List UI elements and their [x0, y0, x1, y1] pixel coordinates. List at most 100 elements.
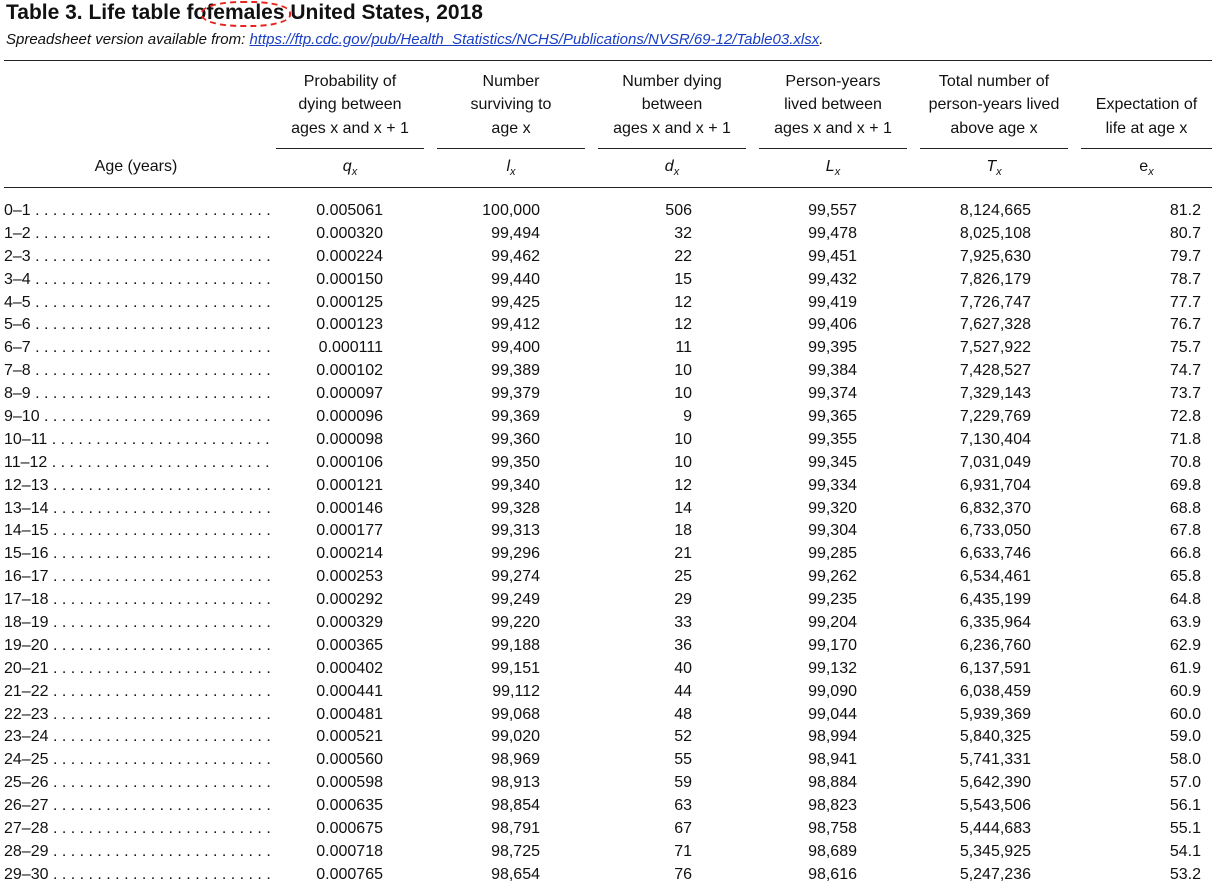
cell-Lx: 99,395 — [808, 339, 857, 357]
table-row: 3–4 0.000150 99,440 15 99,432 7,826,179 78.7 — [0, 269, 1212, 292]
top-rule — [4, 60, 1212, 61]
col-header-dx: Number dying between ages x and x + 1 — [613, 72, 731, 137]
cell-dx: 14 — [674, 499, 692, 517]
age-cell: 8–9 — [4, 383, 272, 406]
cell-dx: 55 — [674, 751, 692, 769]
cell-Lx: 99,044 — [808, 705, 857, 723]
cell-qx: 0.000598 — [316, 774, 383, 792]
cell-dx: 76 — [674, 865, 692, 883]
table-row: 9–10 0.000096 99,369 9 99,365 7,229,769 72.8 — [0, 406, 1212, 429]
cell-Tx: 6,931,704 — [959, 476, 1031, 494]
cell-dx: 10 — [674, 385, 692, 403]
cell-dx: 22 — [674, 247, 692, 265]
cell-lx: 99,494 — [491, 224, 540, 242]
cell-qx: 0.000329 — [316, 614, 383, 632]
cell-qx: 0.000123 — [316, 316, 383, 334]
cell-Tx: 6,435,199 — [959, 591, 1031, 609]
cell-qx: 0.000214 — [316, 545, 383, 563]
cell-Tx: 5,247,236 — [959, 865, 1031, 883]
table-row: 8–9 0.000097 99,379 10 99,374 7,329,143 73.7 — [0, 383, 1212, 406]
table-row: 7–8 0.000102 99,389 10 99,384 7,428,527 74.7 — [0, 360, 1212, 383]
table-row: 25–26 0.000598 98,913 59 98,884 5,642,390 57.0 — [0, 772, 1212, 795]
header-underline-Lx — [759, 148, 907, 149]
spreadsheet-link[interactable]: https://ftp.cdc.gov/pub/Health_Statistic… — [249, 31, 820, 48]
cell-ex: 70.8 — [1169, 453, 1201, 471]
cell-dx: 40 — [674, 659, 692, 677]
cell-Tx: 5,543,506 — [959, 797, 1031, 815]
cell-Tx: 5,444,683 — [959, 820, 1031, 838]
cell-qx: 0.000675 — [316, 820, 383, 838]
table-row: 12–13 0.000121 99,340 12 99,334 6,931,704 69.8 — [0, 475, 1212, 498]
cell-ex: 55.1 — [1169, 820, 1201, 838]
age-cell: 0–1 — [4, 200, 272, 223]
cell-Tx: 6,038,459 — [959, 682, 1031, 700]
cell-lx: 99,379 — [491, 385, 540, 403]
cell-Lx: 98,941 — [808, 751, 857, 769]
cell-dx: 63 — [674, 797, 692, 815]
cell-qx: 0.005061 — [316, 202, 383, 219]
cell-qx: 0.000365 — [316, 636, 383, 654]
age-cell: 12–13 — [4, 475, 272, 498]
cell-lx: 99,151 — [491, 659, 540, 677]
cell-lx: 98,913 — [491, 774, 540, 792]
cell-Tx: 7,329,143 — [959, 385, 1031, 403]
age-cell: 23–24 — [4, 726, 272, 749]
cell-dx: 9 — [683, 408, 692, 426]
cell-dx: 10 — [674, 430, 692, 448]
cell-Tx: 6,137,591 — [959, 659, 1031, 677]
cell-lx: 99,340 — [491, 476, 540, 494]
symbol-Tx: Tx — [986, 158, 1002, 179]
cell-dx: 71 — [674, 842, 692, 860]
cell-ex: 61.9 — [1169, 659, 1201, 677]
cell-qx: 0.000765 — [316, 865, 383, 883]
cell-qx: 0.000106 — [316, 453, 383, 471]
age-cell: 6–7 — [4, 337, 272, 360]
age-cell: 16–17 — [4, 566, 272, 589]
cell-Tx: 5,741,331 — [959, 751, 1031, 769]
cell-lx: 99,425 — [491, 293, 540, 311]
cell-dx: 21 — [674, 545, 692, 563]
cell-Tx: 6,733,050 — [959, 522, 1031, 540]
subtitle-suffix: . — [819, 31, 824, 48]
cell-ex: 81.2 — [1169, 202, 1201, 219]
cell-lx: 98,725 — [491, 842, 540, 860]
cell-Lx: 98,823 — [808, 797, 857, 815]
cell-Tx: 7,527,922 — [959, 339, 1031, 357]
table-row: 20–21 0.000402 99,151 40 99,132 6,137,591 61.9 — [0, 658, 1212, 681]
table-row: 6–7 0.000111 99,400 11 99,395 7,527,922 75.7 — [0, 337, 1212, 360]
cell-qx: 0.000097 — [316, 385, 383, 403]
header-underline-ex — [1081, 148, 1212, 149]
age-cell: 21–22 — [4, 681, 272, 704]
cell-qx: 0.000150 — [316, 270, 383, 288]
header-underline-lx — [437, 148, 585, 149]
cell-lx: 99,296 — [491, 545, 540, 563]
cell-Lx: 98,758 — [808, 820, 857, 838]
cell-qx: 0.000253 — [316, 568, 383, 586]
cell-ex: 78.7 — [1169, 270, 1201, 288]
cell-Tx: 7,627,328 — [959, 316, 1031, 334]
cell-Tx: 7,428,527 — [959, 362, 1031, 380]
table-row: 10–11 0.000098 99,360 10 99,355 7,130,404 71.8 — [0, 429, 1212, 452]
cell-Tx: 5,840,325 — [959, 728, 1031, 746]
table-row: 4–5 0.000125 99,425 12 99,419 7,726,747 77.7 — [0, 292, 1212, 315]
cell-ex: 59.0 — [1169, 728, 1201, 746]
cell-qx: 0.000224 — [316, 247, 383, 265]
cell-ex: 58.0 — [1169, 751, 1201, 769]
cell-lx: 99,440 — [491, 270, 540, 288]
col-header-Tx: Total number of person-years lived above… — [928, 72, 1060, 137]
cell-Lx: 99,384 — [808, 362, 857, 380]
cell-lx: 99,400 — [491, 339, 540, 357]
cell-lx: 99,068 — [491, 705, 540, 723]
cell-ex: 66.8 — [1169, 545, 1201, 563]
cell-qx: 0.000121 — [316, 476, 383, 494]
cell-qx: 0.000635 — [316, 797, 383, 815]
cell-lx: 99,369 — [491, 408, 540, 426]
cell-Lx: 99,355 — [808, 430, 857, 448]
cell-Tx: 6,534,461 — [959, 568, 1031, 586]
cell-Lx: 99,478 — [808, 224, 857, 242]
cell-Lx: 99,304 — [808, 522, 857, 540]
cell-Tx: 5,642,390 — [959, 774, 1031, 792]
cell-Lx: 99,262 — [808, 568, 857, 586]
table-row: 26–27 0.000635 98,854 63 98,823 5,543,506 56.1 — [0, 795, 1212, 818]
cell-qx: 0.000098 — [316, 430, 383, 448]
